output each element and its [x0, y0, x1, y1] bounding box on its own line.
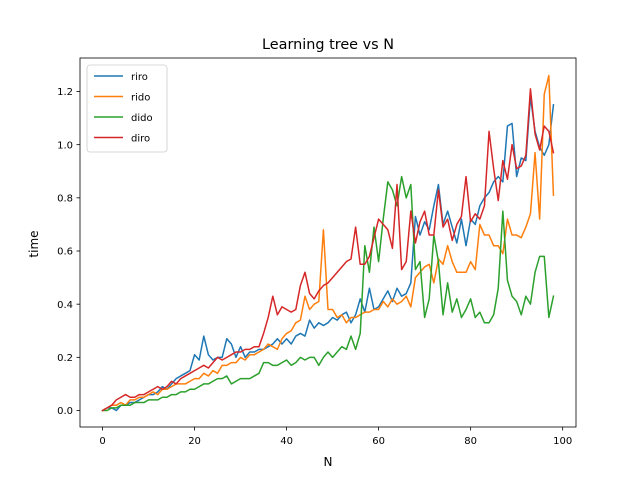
x-tick-label: 20 [188, 436, 201, 447]
series-line-riro [101, 96, 555, 412]
y-axis-label: time [27, 230, 41, 257]
y-tick-label: 0.4 [57, 300, 73, 311]
x-tick-label: 40 [280, 436, 293, 447]
x-tick-label: 0 [99, 436, 105, 447]
y-tick-label: 0.2 [57, 353, 73, 364]
legend: riro rido dido diro [86, 64, 168, 153]
series-line-dido [101, 175, 555, 412]
legend-label-riro: riro [131, 72, 148, 83]
chart-title: Learning tree vs N [262, 37, 394, 53]
axes-frame [79, 57, 577, 428]
series-group [101, 74, 555, 412]
y-tick-label: 1.2 [57, 87, 73, 98]
plot-area: 0 20 40 60 80 100 0.0 0.2 0.4 0.6 0.8 1.0 1.2 [57, 57, 577, 447]
legend-label-dido: dido [131, 113, 153, 124]
x-tick-label: 100 [553, 436, 572, 447]
series-line-diro [101, 88, 555, 412]
y-tick-label: 0.8 [57, 193, 73, 204]
series-line-rido [101, 74, 555, 412]
x-tick-label: 60 [372, 436, 385, 447]
legend-label-diro: diro [131, 133, 150, 144]
x-tick-label: 80 [464, 436, 477, 447]
y-tick-label: 0.6 [57, 247, 73, 258]
legend-box [86, 64, 168, 153]
x-axis-label: N [324, 455, 333, 469]
legend-label-rido: rido [131, 92, 150, 103]
y-tick-label: 0.0 [57, 406, 73, 417]
y-tick-label: 1.0 [57, 140, 73, 151]
